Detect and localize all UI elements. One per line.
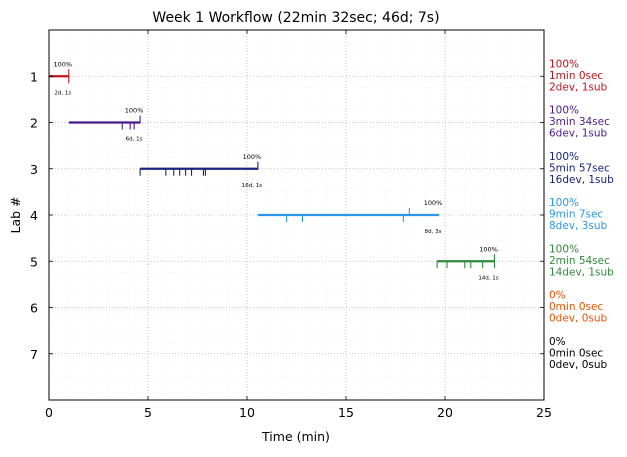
lab-5-pct-label: 100% [479,245,498,253]
lab-6-summary-line: 0% [549,290,566,302]
lab-2-count-label: 6d, 1s [126,137,143,143]
lab-6-summary-line: 0dev, 0sub [549,313,608,325]
lab-2-summary-line: 100% [549,105,579,117]
plot-data: 100% 2d, 1s 100% 6d, 1s 100% 16d, 1s 100% 8d, 3… [49,60,499,281]
y-tick-label: 1 [30,69,38,84]
lab-7-summary-line: 0% [549,336,566,348]
y-tick-label: 7 [30,347,38,362]
x-tick-label: 20 [437,405,453,420]
chart-title: Week 1 Workflow (22min 32sec; 46d; 7s) [152,10,439,26]
lab-5-count-label: 14d, 1s [478,275,498,281]
lab-1-count-label: 2d, 1s [54,90,71,96]
lab-5-summary-line: 100% [549,243,579,255]
lab-2-summary-line: 3min 34sec [549,116,610,128]
lab-4-summary-line: 100% [549,197,579,209]
lab-5-summary-line: 2min 54sec [549,255,610,267]
x-tick-label: 10 [239,405,255,420]
y-axis-label: Lab # [8,196,23,233]
lab-4-summary-line: 9min 7sec [549,209,603,221]
x-tick-label: 0 [45,405,53,420]
y-tick-label: 5 [30,254,38,269]
lab-2-pct-label: 100% [125,107,144,115]
lab-7-summary-line: 0min 0sec [549,347,603,359]
lab-3-summary-line: 16dev, 1sub [549,174,614,186]
lab-1-summary-line: 1min 0sec [549,70,603,82]
lab-1-summary-line: 100% [549,58,579,70]
x-axis-label: Time (min) [261,429,330,444]
x-tick-label: 15 [338,405,354,420]
lab-2-summary-line: 6dev, 1sub [549,128,608,140]
lab-3-summary-line: 100% [549,151,579,163]
lab-4-count-label: 8d, 3s [425,229,442,235]
lab-1-summary-line: 2dev, 1sub [549,81,608,93]
y-tick-label: 4 [30,208,38,223]
axes: 0 5 10 15 20 25 1 2 3 4 5 6 7 [30,30,552,420]
lab-4-summary-line: 8dev, 3sub [549,220,608,232]
lab-6-summary-line: 0min 0sec [549,301,603,313]
lab-5-summary-line: 14dev, 1sub [549,266,614,278]
lab-3-summary-line: 5min 57sec [549,162,610,174]
y-tick-label: 2 [30,116,38,131]
lab-3-pct-label: 100% [243,153,262,161]
lab-3-count-label: 16d, 1s [242,183,262,189]
lab-7-summary-line: 0dev, 0sub [549,359,608,371]
y-tick-label: 6 [30,301,38,316]
y-tick-label: 3 [30,162,38,177]
lab-4-pct-label: 100% [424,199,443,207]
lab-1-pct-label: 100% [54,60,73,68]
x-tick-label: 25 [536,405,552,420]
x-tick-label: 5 [144,405,152,420]
